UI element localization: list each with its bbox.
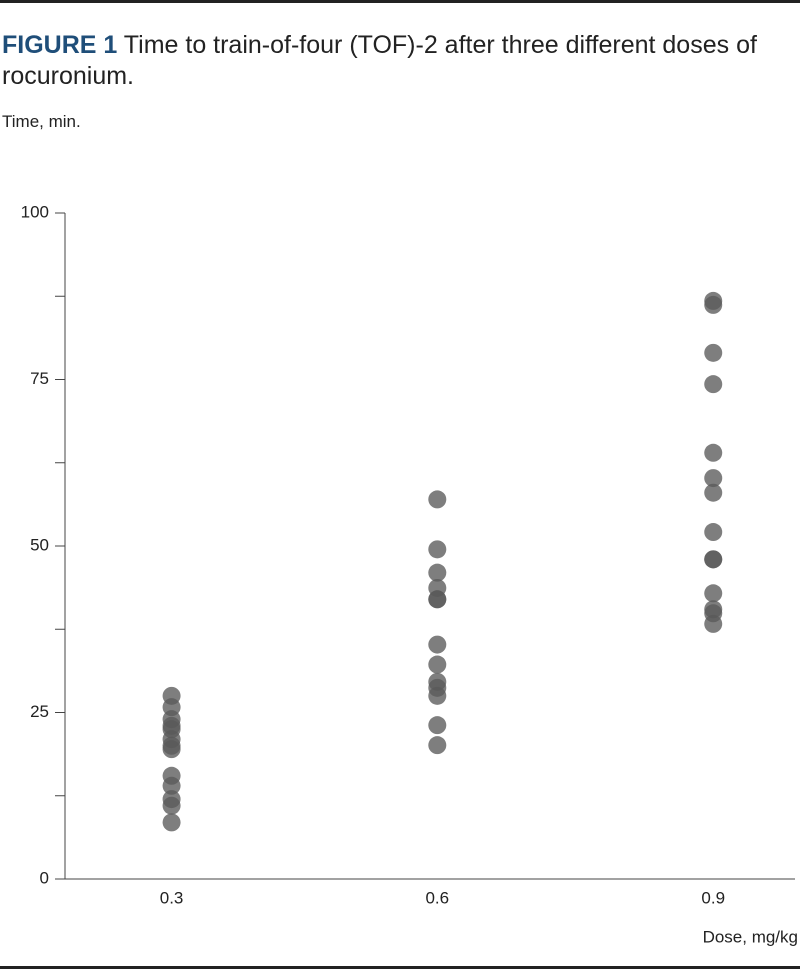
dot <box>428 590 447 609</box>
dot <box>162 796 181 815</box>
top-rule <box>0 0 800 3</box>
dot <box>162 776 181 795</box>
x-tick-label: 0.3 <box>160 888 184 907</box>
x-tick-label: 0.6 <box>425 888 449 907</box>
dot <box>162 813 181 832</box>
dot <box>704 614 723 633</box>
dot <box>428 716 447 735</box>
dot <box>704 550 723 569</box>
y-tick-label: 100 <box>21 202 49 221</box>
dot <box>428 655 447 674</box>
y-axis-label: Time, min. <box>2 112 81 131</box>
y-tick-label: 0 <box>40 868 49 887</box>
title-block: FIGURE 1 Time to train-of-four (TOF)-2 a… <box>2 30 772 92</box>
dot <box>704 483 723 502</box>
y-tick-label: 25 <box>30 702 49 721</box>
y-tick-label: 50 <box>30 535 49 554</box>
dot <box>428 736 447 755</box>
chart-title: Time to train-of-four (TOF)-2 after thre… <box>2 31 757 90</box>
dot <box>428 686 447 705</box>
dot <box>428 540 447 559</box>
dot <box>428 490 447 509</box>
dot <box>704 523 723 542</box>
dot <box>704 584 723 603</box>
dot <box>704 469 723 488</box>
x-axis-label: Dose, mg/kg <box>703 927 798 946</box>
dot <box>428 563 447 582</box>
dot <box>162 740 181 759</box>
dot <box>704 375 723 394</box>
figure-label: FIGURE 1 <box>2 31 118 59</box>
dot <box>704 343 723 362</box>
x-tick-label: 0.9 <box>701 888 725 907</box>
dot <box>704 295 723 314</box>
dot <box>428 635 447 654</box>
y-tick-label: 75 <box>30 369 49 388</box>
bottom-rule <box>0 966 800 969</box>
dot <box>704 443 723 462</box>
